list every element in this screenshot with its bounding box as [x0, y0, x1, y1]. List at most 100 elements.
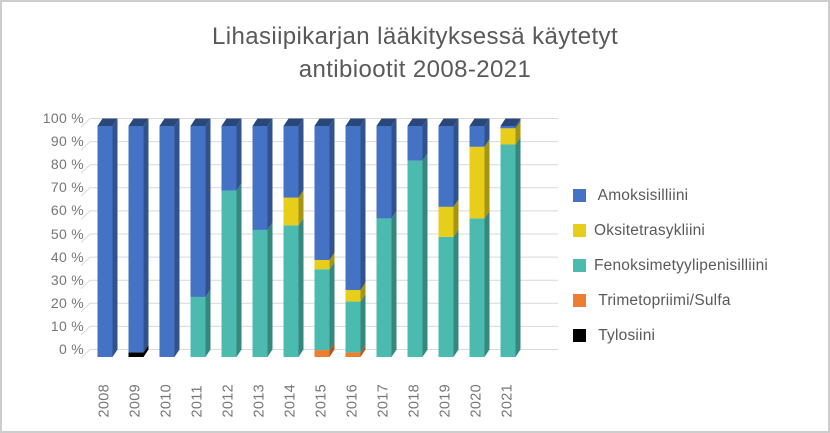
- x-axis-label: 2020: [468, 383, 485, 417]
- legend-swatch-fenoksimetyylipenisilliini: [573, 259, 586, 272]
- gridline-depth-tick: [80, 233, 91, 243]
- bar-segment-side: [236, 183, 242, 357]
- bar-2014: [283, 118, 304, 357]
- bar-segment: [314, 126, 330, 260]
- bar-top-face: [314, 118, 335, 126]
- bar-segment-side: [112, 118, 118, 357]
- bar-top-face: [128, 118, 149, 126]
- x-axis-label: 2011: [189, 384, 206, 417]
- bar-segment: [221, 190, 237, 357]
- legend-label: Oksitetrasykliini: [594, 221, 706, 239]
- y-axis-label: 60 %: [50, 202, 84, 219]
- x-axis-label: 2021: [499, 383, 516, 417]
- bar-segment-side: [143, 118, 149, 353]
- bar-segment: [500, 126, 516, 129]
- bar-top-face: [376, 118, 397, 126]
- legend-item-tylosiini: Tylosiini: [573, 318, 768, 353]
- bar-segment: [345, 290, 361, 302]
- bar-segment: [283, 126, 299, 198]
- bar-2021: [500, 118, 521, 357]
- bar-top-face: [469, 118, 490, 126]
- gridline-depth-tick: [80, 118, 91, 128]
- bar-top-face: [500, 118, 521, 126]
- bar-segment: [500, 144, 516, 357]
- bar-segment-side: [453, 229, 459, 357]
- bar-segment: [376, 126, 392, 219]
- bar-segment-side: [484, 139, 490, 219]
- bar-segment: [314, 259, 330, 270]
- bar-segment-side: [422, 153, 428, 357]
- bar-segment-side: [298, 190, 304, 226]
- y-axis-label: 70 %: [50, 179, 84, 196]
- gridline-depth-tick: [80, 302, 91, 313]
- bar-segment: [314, 350, 330, 357]
- bar-segment-side: [267, 118, 273, 230]
- bar-top-face: [407, 118, 428, 126]
- bar-segment-side: [360, 118, 366, 291]
- gridline-depth-tick: [80, 349, 91, 359]
- bar-2018: [407, 118, 428, 357]
- legend-swatch-tylosiini: [573, 329, 586, 342]
- gridline-depth-tick: [80, 187, 91, 197]
- bar-segment: [345, 126, 361, 291]
- y-axis-label: 20 %: [50, 294, 84, 311]
- bar-top-face: [97, 118, 118, 126]
- bar-segment: [190, 126, 206, 297]
- bar-segment-side: [236, 118, 242, 191]
- x-axis-label: 2015: [313, 383, 330, 417]
- bar-segment: [376, 218, 392, 357]
- bar-segment: [128, 126, 144, 353]
- bar-segment-side: [360, 294, 366, 353]
- bar-2010: [159, 118, 180, 357]
- legend-item-trimetopriimi-sulfa: Trimetopriimi/Sulfa: [573, 283, 768, 318]
- gridline-depth-tick: [80, 279, 91, 290]
- x-axis-label: 2008: [96, 383, 113, 417]
- bar-segment: [190, 296, 206, 357]
- bar-segment: [345, 352, 361, 357]
- bar-top-face: [190, 118, 211, 126]
- bar-segment: [252, 229, 268, 357]
- x-axis-label: 2016: [344, 383, 361, 417]
- gridline-depth-tick: [80, 326, 91, 336]
- bar-segment-side: [267, 222, 273, 357]
- bar-segment-side: [453, 118, 459, 207]
- legend-label: Tylosiini: [594, 326, 656, 344]
- bar-segment-side: [143, 344, 149, 357]
- bar-2015: [314, 118, 335, 357]
- x-axis-label: 2012: [220, 383, 237, 417]
- gridline-depth-tick: [80, 210, 91, 220]
- bar-segment: [438, 236, 454, 357]
- bar-segment-side: [298, 217, 304, 357]
- legend-item-oksitetrasykliini: Oksitetrasykliini: [573, 213, 768, 248]
- bar-segment-side: [515, 136, 521, 357]
- bar-segment: [438, 126, 454, 207]
- legend-swatch-amoksisilliini: [573, 189, 586, 202]
- bar-2008: [97, 118, 118, 357]
- bar-2020: [469, 118, 490, 357]
- gridline-depth-tick: [80, 141, 91, 151]
- bar-2012: [221, 118, 242, 357]
- bar-segment-side: [484, 118, 490, 147]
- bar-segment: [500, 128, 516, 145]
- bar-2017: [376, 118, 397, 357]
- legend-label: Trimetopriimi/Sulfa: [594, 291, 731, 309]
- bar-2013: [252, 118, 273, 357]
- y-axis-label: 10 %: [50, 317, 84, 334]
- bar-segment-side: [360, 344, 366, 357]
- bar-segment: [407, 160, 423, 357]
- bar-segment-side: [205, 118, 211, 297]
- legend-swatch-oksitetrasykliini: [573, 224, 586, 237]
- bar-top-face: [283, 118, 304, 126]
- bar-2009: [128, 118, 149, 357]
- bar-segment: [221, 126, 237, 191]
- x-axis-label: 2019: [437, 383, 454, 417]
- bar-segment-side: [422, 118, 428, 161]
- legend: Amoksisilliini Oksitetrasykliini Fenoksime…: [573, 178, 768, 353]
- bar-segment-side: [329, 261, 335, 351]
- legend-item-amoksisilliini: Amoksisilliini: [573, 178, 768, 213]
- bar-segment-side: [360, 282, 366, 302]
- y-axis-label: 40 %: [50, 248, 84, 265]
- legend-label: Amoksisilliini: [594, 186, 689, 204]
- bar-segment: [283, 225, 299, 357]
